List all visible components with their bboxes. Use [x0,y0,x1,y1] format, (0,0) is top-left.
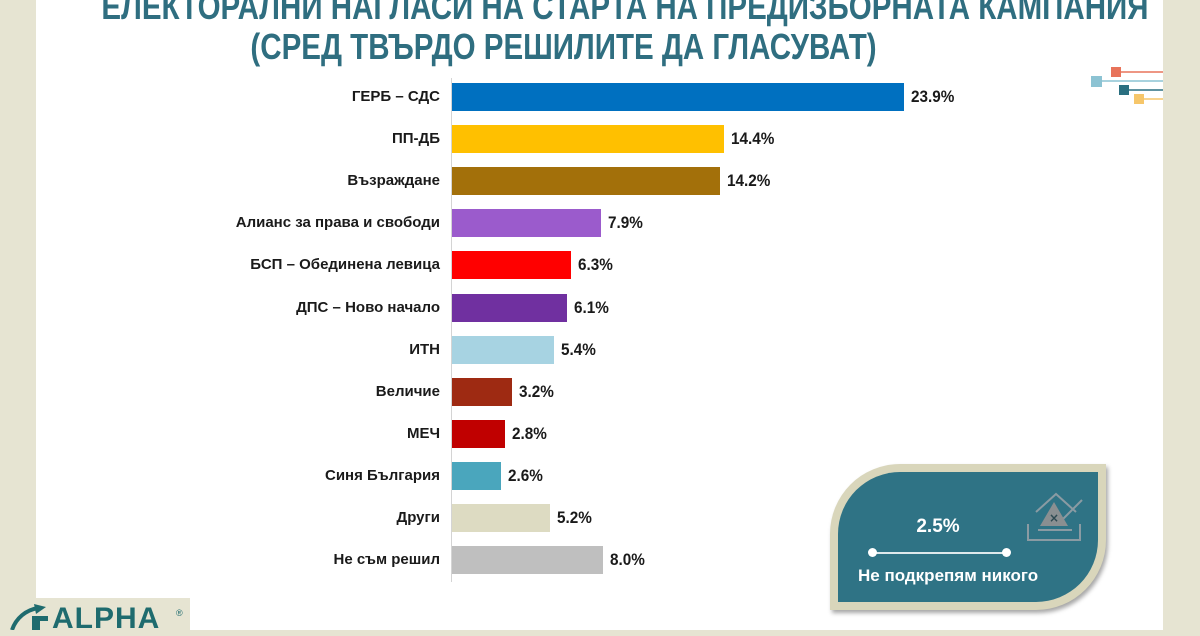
category-label: ИТН [409,341,440,358]
bar [452,336,554,364]
callout-dot-left [868,548,877,557]
bar [452,378,512,406]
bar [452,167,720,195]
ballot-box-icon: × [1027,492,1083,541]
category-label: БСП – Обединена левица [250,256,440,273]
bar [452,504,550,532]
category-label: МЕЧ [406,425,440,442]
callout-inner: 2.5% Не подкрепям никого × [838,472,1098,602]
category-label: ПП-ДБ [391,130,440,147]
bar [452,546,603,574]
bar-value-label: 8.0% [610,550,645,569]
bar-value-label: 2.6% [508,466,543,485]
category-label: Величие [375,383,440,400]
bar-value-label: 23.9% [911,87,955,106]
alpha-logo: ALPHA ® [0,598,190,635]
category-label: ДПС – Ново начало [296,299,440,316]
category-label: Алианс за права и свободи [235,214,440,231]
bar [452,83,904,111]
callout-dot-right [1002,548,1011,557]
bar-value-label: 6.3% [578,255,613,274]
callout-label: Не подкрепям никого [858,566,1039,585]
chart-title-line2: (СРЕД ТВЪРДО РЕШИЛИТЕ ДА ГЛАСУВАТ) [250,26,877,67]
category-label: Синя България [324,467,440,484]
svg-text:×: × [1049,511,1059,525]
callout-value: 2.5% [916,516,960,537]
category-label: ГЕРБ – СДС [351,88,440,105]
bar-value-label: 14.2% [727,171,771,190]
bar [452,251,571,279]
bar-value-label: 5.4% [561,340,596,359]
logo-text: ALPHA [52,602,161,635]
bar-value-label: 6.1% [574,298,609,317]
callout-divider [872,552,1006,554]
y-axis-line [451,78,452,582]
decorative-squares-icon [1091,67,1163,104]
bar-value-label: 3.2% [519,382,554,401]
bar [452,420,505,448]
bar-value-label: 14.4% [731,129,775,148]
callout-box: 2.5% Не подкрепям никого × [830,464,1106,610]
category-label: Възраждане [347,172,440,189]
bar [452,209,601,237]
chart-title-line1: ЕЛЕКТОРАЛНИ НАГЛАСИ НА СТАРТА НА ПРЕДИЗБ… [101,0,1149,27]
logo-arrow-icon [10,604,48,630]
category-label: Други [396,509,440,526]
bar-value-label: 2.8% [512,424,547,443]
bar [452,462,501,490]
bar-value-label: 7.9% [608,213,643,232]
bar-value-label: 5.2% [557,508,592,527]
bar [452,125,724,153]
category-label: Не съм решил [333,551,440,568]
registered-mark: ® [176,608,183,618]
bar [452,294,567,322]
